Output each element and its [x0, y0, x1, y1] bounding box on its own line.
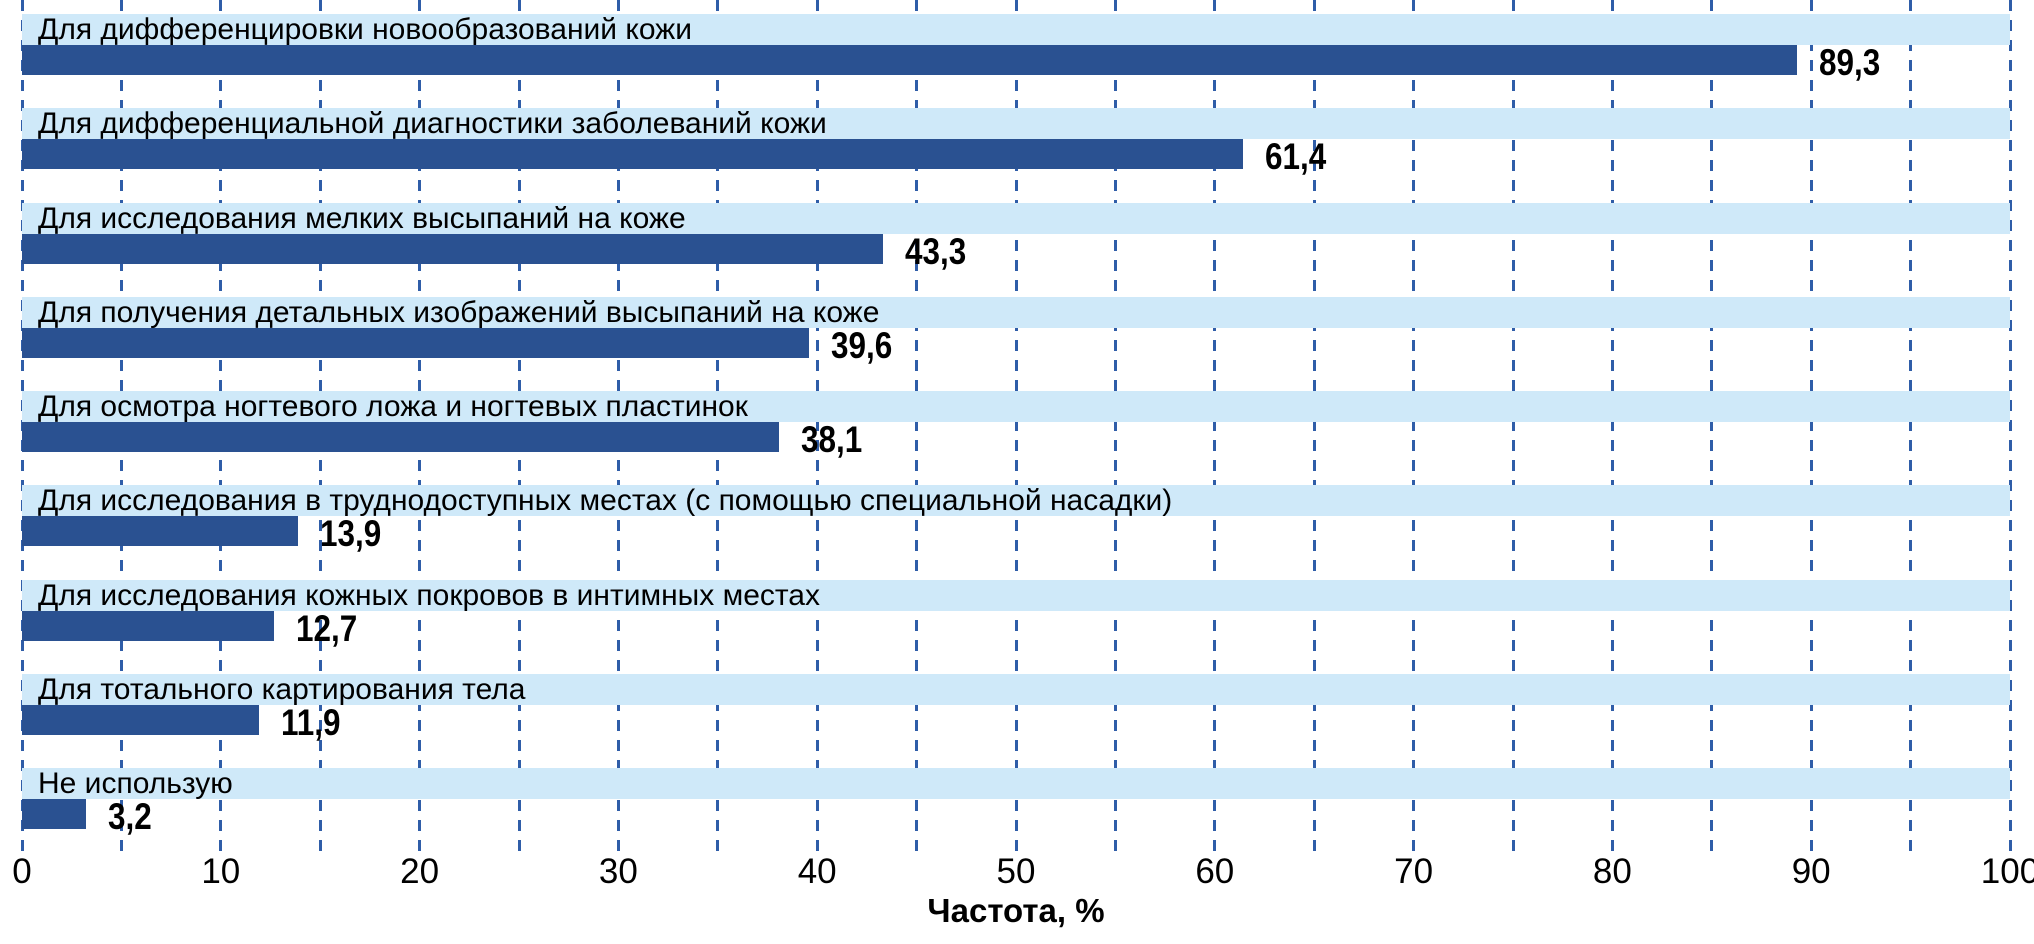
category-band: Для получения детальных изображений высы…: [22, 295, 2010, 329]
x-tick-label: 40: [797, 852, 837, 891]
category-label: Для получения детальных изображений высы…: [38, 295, 880, 329]
x-tick-label: 100: [1980, 852, 2034, 891]
category-band: Для тотального картирования тела: [22, 672, 2010, 706]
value-label: 61,4: [1264, 136, 1326, 178]
gridline: [815, 0, 819, 856]
gridline: [1710, 0, 1714, 856]
category-label: Для исследования мелких высыпаний на кож…: [38, 201, 686, 235]
value-label: 89,3: [1819, 42, 1881, 83]
x-tick-label: 0: [12, 852, 32, 891]
value-label: 39,6: [831, 324, 893, 366]
category-label: Для тотального картирования тела: [38, 672, 526, 706]
value-bar: [22, 422, 780, 452]
value-bar: [22, 233, 883, 264]
x-tick-label: 70: [1394, 852, 1434, 891]
category-band: Для исследования мелких высыпаний на кож…: [22, 201, 2010, 235]
gridline: [1312, 0, 1316, 856]
value-label: 11,9: [280, 701, 341, 743]
value-bar: [22, 139, 1243, 170]
gridline: [1412, 0, 1416, 856]
category-band: Для дифференциальной диагностики заболев…: [22, 107, 2010, 141]
gridline: [1213, 0, 1217, 856]
x-tick-label: 30: [598, 852, 638, 891]
x-tick-label: 50: [996, 852, 1036, 891]
bar-row: Для дифференцировки новообразований кожи…: [22, 14, 2010, 81]
bar-row: Не использую 3,2: [22, 768, 2010, 835]
bar-row: Для исследования кожных покровов в интим…: [22, 578, 2010, 647]
value-label: 12,7: [296, 607, 358, 649]
category-label: Для дифференциальной диагностики заболев…: [38, 107, 827, 141]
gridline: [915, 0, 919, 856]
value-bar: [22, 516, 299, 547]
gridline: [1014, 0, 1018, 856]
category-band: Для исследования кожных покровов в интим…: [22, 578, 2010, 612]
bar-row: Для осмотра ногтевого ложа и ногтевых пл…: [22, 391, 2010, 458]
bar-row: Для исследования в труднодоступных места…: [22, 484, 2010, 552]
value-label: 13,9: [320, 513, 382, 555]
value-bar: [22, 327, 810, 358]
category-band: Для осмотра ногтевого ложа и ногтевых пл…: [22, 391, 2010, 422]
gridline: [1113, 0, 1117, 856]
category-band: Не использую: [22, 768, 2010, 799]
plot-area: Для дифференцировки новообразований кожи…: [20, 0, 2012, 856]
gridline: [2008, 0, 2012, 856]
bar-row: Для исследования мелких высыпаний на кож…: [22, 201, 2010, 270]
category-label: Для исследования кожных покровов в интим…: [38, 578, 820, 612]
x-tick-label: 10: [201, 852, 241, 891]
gridline: [1909, 0, 1913, 856]
value-bar: [22, 799, 86, 829]
category-label: Для исследования в труднодоступных места…: [38, 484, 1173, 518]
value-label: 3,2: [107, 796, 152, 837]
value-bar: [22, 610, 275, 641]
category-band: Для дифференцировки новообразований кожи: [22, 14, 2010, 45]
x-axis: 0 10 20 30 40 50 60 70 80 90 100: [12, 850, 2034, 894]
x-tick-label: 80: [1592, 852, 1632, 891]
bar-row: Для тотального картирования тела 11,9: [22, 672, 2010, 741]
x-axis-title: Частота, %: [927, 892, 1105, 929]
value-label: 43,3: [904, 230, 967, 272]
x-tick-label: 60: [1195, 852, 1235, 891]
category-band: Для исследования в труднодоступных места…: [22, 484, 2010, 518]
gridline: [1610, 0, 1614, 856]
value-label: 38,1: [801, 419, 863, 460]
x-tick-label: 90: [1791, 852, 1831, 891]
gridline: [1511, 0, 1515, 856]
value-bar: [22, 45, 1798, 75]
category-label: Не использую: [38, 767, 233, 800]
gridline: [1809, 0, 1813, 856]
category-label: Для осмотра ногтевого ложа и ногтевых пл…: [38, 390, 748, 423]
bar-row: Для дифференциальной диагностики заболев…: [22, 107, 2010, 175]
x-tick-label: 20: [400, 852, 440, 891]
bar-row: Для получения детальных изображений высы…: [22, 295, 2010, 364]
value-bar: [22, 704, 259, 735]
category-label: Для дифференцировки новообразований кожи: [38, 13, 692, 46]
